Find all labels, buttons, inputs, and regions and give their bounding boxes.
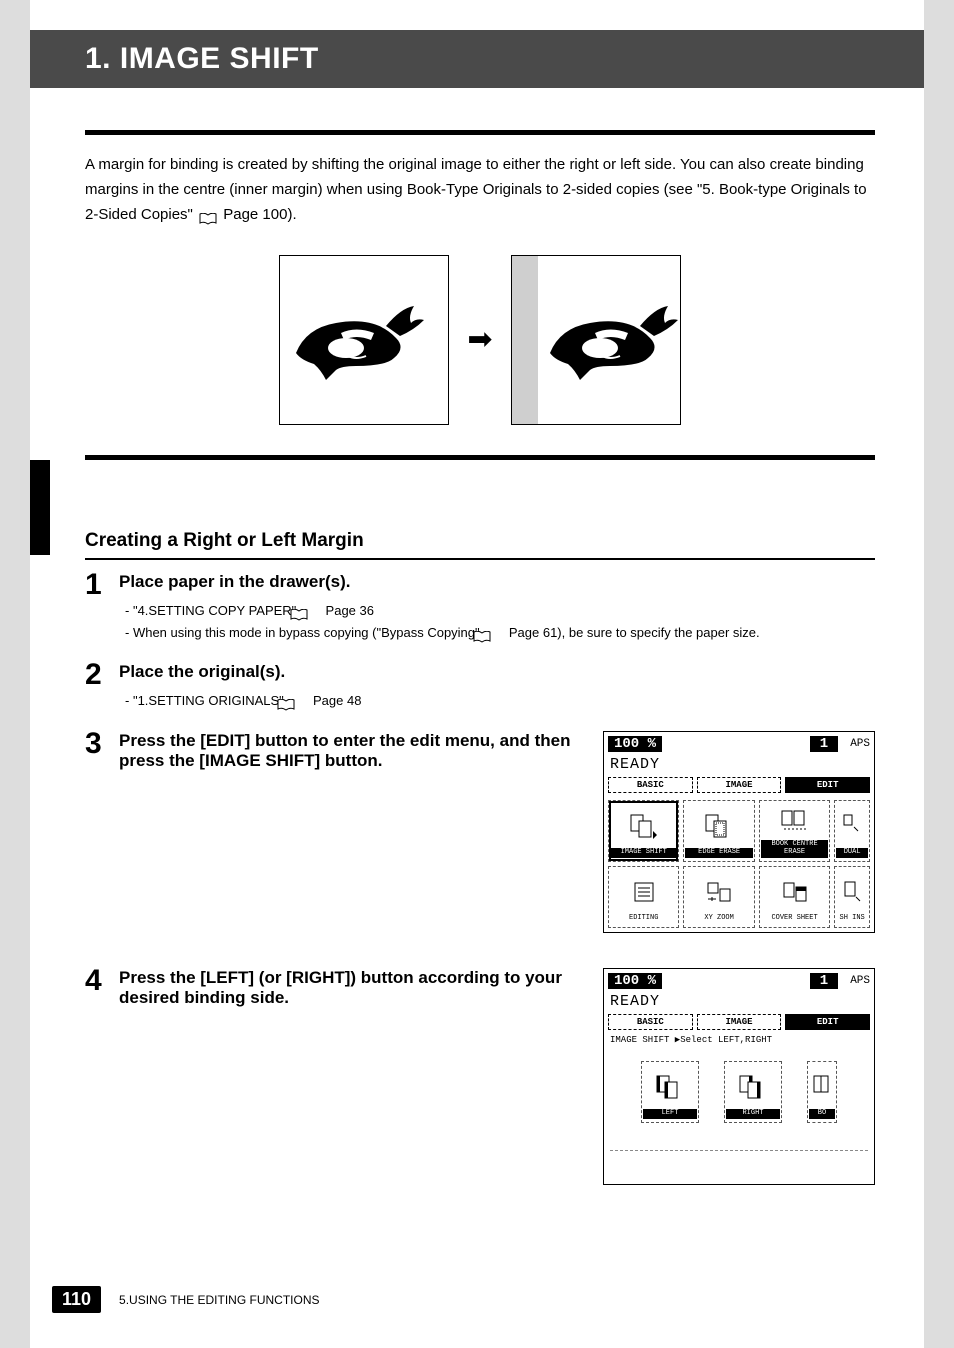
button-label: IMAGE SHIFT <box>610 848 677 858</box>
aps-label: APS <box>850 738 870 750</box>
lcd-screen-edit-menu: 100 % 1 APS READY BASIC IMAGE EDIT IMAGE… <box>603 731 875 933</box>
step-sub-item: When using this mode in bypass copying (… <box>125 622 875 644</box>
tab-edit[interactable]: EDIT <box>785 1014 870 1030</box>
intro-pageref: Page 100). <box>223 206 296 223</box>
xy-zoom-icon <box>704 870 734 914</box>
aps-label: APS <box>850 975 870 987</box>
rule-top <box>85 130 875 135</box>
editing-button[interactable]: EDITING <box>608 866 679 928</box>
button-label: EDITING <box>610 914 677 924</box>
button-label: DUAL <box>836 848 868 858</box>
dual-icon <box>837 804 867 848</box>
status-text: READY <box>604 993 874 1014</box>
book-centre-icon <box>780 804 810 841</box>
tab-basic[interactable]: BASIC <box>608 1014 693 1030</box>
button-label: EDGE ERASE <box>685 848 752 858</box>
button-label: XY ZOOM <box>685 914 752 924</box>
sheet-insert-icon <box>837 870 867 914</box>
whale-icon <box>540 298 680 383</box>
book-icon <box>289 696 307 708</box>
step-sub-pageref: Page 61), be sure to specify the paper s… <box>509 625 760 640</box>
step-number: 1 <box>85 570 119 600</box>
step-sub-text: "1.SETTING ORIGINALS" <box>133 693 287 708</box>
arrow-icon: ➡ <box>467 325 492 355</box>
button-label: BO <box>809 1109 835 1119</box>
edge-erase-icon <box>704 804 734 848</box>
edge-erase-button[interactable]: EDGE ERASE <box>683 800 754 862</box>
xy-zoom-button[interactable]: XY ZOOM <box>683 866 754 928</box>
copy-count: 1 <box>810 736 838 752</box>
step-title: Place paper in the drawer(s). <box>119 572 875 592</box>
right-button[interactable]: RIGHT <box>724 1061 782 1123</box>
section-heading: Creating a Right or Left Margin <box>85 530 875 560</box>
step-sub-text: "4.SETTING COPY PAPER" <box>133 603 300 618</box>
step-title: Place the original(s). <box>119 662 875 682</box>
page-footer: 110 5.USING THE EDITING FUNCTIONS <box>52 1286 320 1313</box>
dual-button[interactable]: DUAL <box>834 800 870 862</box>
cover-sheet-button[interactable]: COVER SHEET <box>759 866 830 928</box>
step-4: 4 Press the [LEFT] (or [RIGHT]) button a… <box>85 968 875 1185</box>
screen-subtext: IMAGE SHIFT ▶Select LEFT,RIGHT <box>604 1033 874 1051</box>
step-title: Press the [LEFT] (or [RIGHT]) button acc… <box>119 968 583 1008</box>
step-sub-text: When using this mode in bypass copying (… <box>133 625 483 640</box>
image-shift-button[interactable]: IMAGE SHIFT <box>608 800 679 862</box>
image-shift-icon <box>629 804 659 848</box>
button-label: SH INS <box>836 914 868 924</box>
left-button[interactable]: LEFT <box>641 1061 699 1123</box>
step-number: 4 <box>85 966 119 1016</box>
diagram-row: ➡ <box>85 255 875 425</box>
tab-edit[interactable]: EDIT <box>785 777 870 793</box>
step-2: 2 Place the original(s). "1.SETTING ORIG… <box>85 662 875 720</box>
tab-image[interactable]: IMAGE <box>697 777 782 793</box>
rule-bottom <box>85 455 875 460</box>
button-label: LEFT <box>643 1109 697 1119</box>
status-text: READY <box>604 756 874 777</box>
diagram-original <box>279 255 449 425</box>
zoom-value: 100 % <box>608 973 662 989</box>
step-3: 3 Press the [EDIT] button to enter the e… <box>85 731 875 933</box>
book-icon <box>485 628 503 640</box>
tab-image[interactable]: IMAGE <box>697 1014 782 1030</box>
whale-icon <box>286 298 426 383</box>
chapter-label: 5.USING THE EDITING FUNCTIONS <box>119 1293 319 1307</box>
intro-paragraph: A margin for binding is created by shift… <box>85 153 875 227</box>
page-title: 1. IMAGE SHIFT <box>85 42 319 76</box>
book-icon <box>199 209 217 221</box>
button-label: COVER SHEET <box>761 914 828 924</box>
lcd-screen-image-shift: 100 % 1 APS READY BASIC IMAGE EDIT IMAGE… <box>603 968 875 1185</box>
editing-icon <box>629 870 659 914</box>
shift-right-icon <box>738 1065 768 1109</box>
step-1: 1 Place paper in the drawer(s). "4.SETTI… <box>85 572 875 652</box>
step-sub-pageref: Page 36 <box>326 603 374 618</box>
title-bar: 1. IMAGE SHIFT <box>30 30 924 88</box>
tab-basic[interactable]: BASIC <box>608 777 693 793</box>
button-label: BOOK CENTRE ERASE <box>761 840 828 857</box>
zoom-value: 100 % <box>608 736 662 752</box>
cover-sheet-icon <box>780 870 810 914</box>
step-title: Press the [EDIT] button to enter the edi… <box>119 731 583 771</box>
step-sub-item: "4.SETTING COPY PAPER" Page 36 <box>125 600 875 622</box>
page-number: 110 <box>52 1286 101 1313</box>
step-number: 2 <box>85 660 119 690</box>
copy-count: 1 <box>810 973 838 989</box>
step-sub-item: "1.SETTING ORIGINALS" Page 48 <box>125 690 875 712</box>
button-label: RIGHT <box>726 1109 780 1119</box>
sheet-insert-button[interactable]: SH INS <box>834 866 870 928</box>
book-button[interactable]: BO <box>807 1061 837 1123</box>
book-shift-icon <box>807 1065 837 1109</box>
step-number: 3 <box>85 729 119 779</box>
diagram-shifted <box>511 255 681 425</box>
screen-divider <box>610 1150 868 1180</box>
step-sub-pageref: Page 48 <box>313 693 361 708</box>
book-icon <box>302 606 320 618</box>
section-tab <box>30 460 50 555</box>
book-centre-erase-button[interactable]: BOOK CENTRE ERASE <box>759 800 830 862</box>
shift-left-icon <box>655 1065 685 1109</box>
